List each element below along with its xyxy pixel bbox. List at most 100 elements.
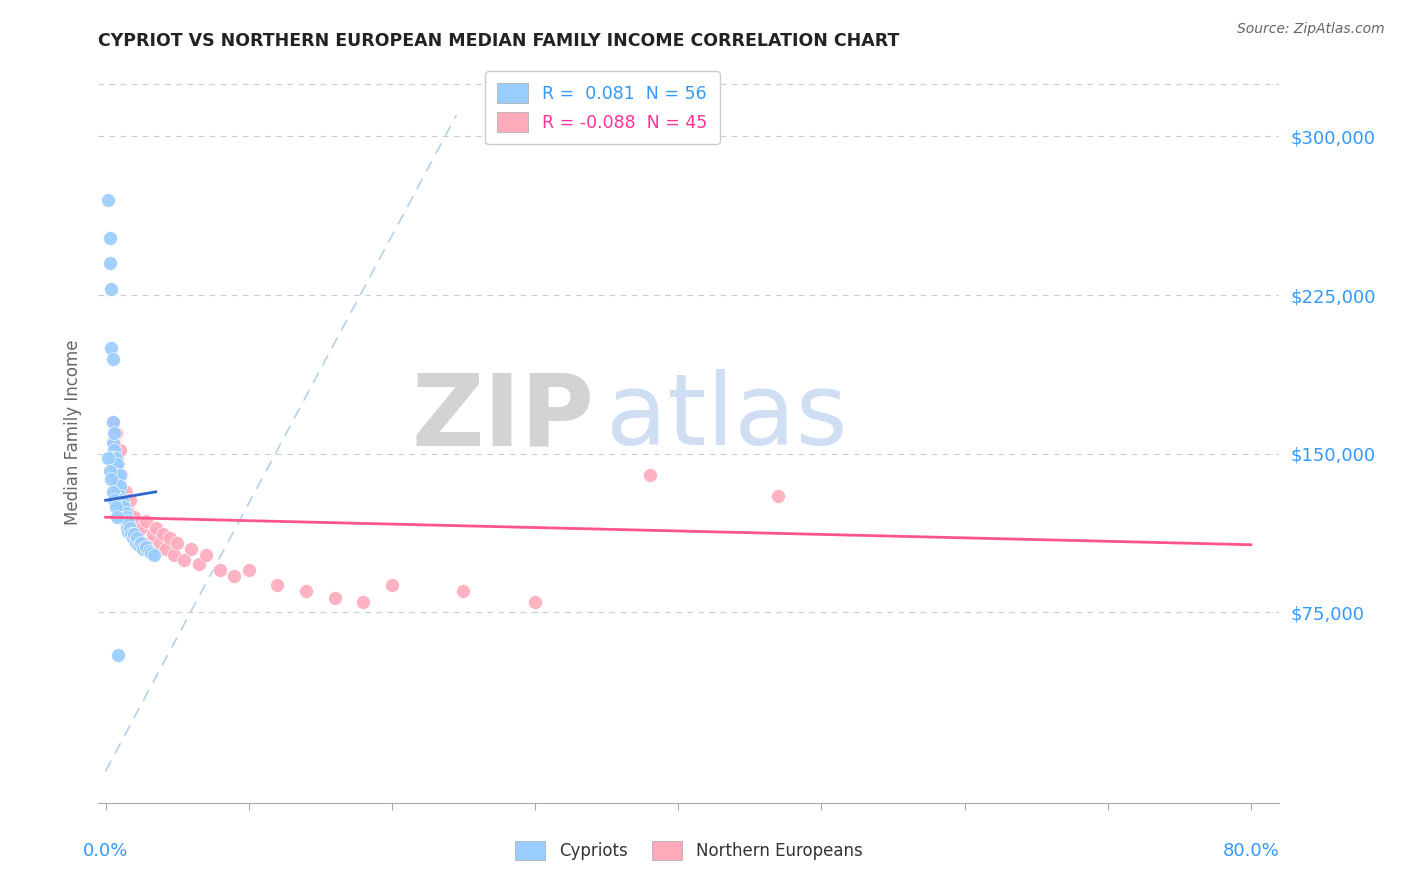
Point — [118, 521, 141, 535]
Point — [143, 549, 166, 563]
Point — [107, 648, 129, 662]
Point — [120, 515, 142, 529]
Text: atlas: atlas — [606, 369, 848, 467]
Point — [266, 578, 288, 592]
Point — [121, 521, 143, 535]
Point — [117, 506, 139, 520]
Text: CYPRIOT VS NORTHERN EUROPEAN MEDIAN FAMILY INCOME CORRELATION CHART: CYPRIOT VS NORTHERN EUROPEAN MEDIAN FAMI… — [98, 32, 900, 50]
Point — [115, 521, 138, 535]
Point — [110, 493, 132, 508]
Y-axis label: Median Family Income: Median Family Income — [65, 340, 83, 525]
Point — [128, 538, 150, 552]
Point — [112, 493, 135, 508]
Point — [112, 510, 135, 524]
Point — [114, 506, 136, 520]
Point — [121, 532, 143, 546]
Point — [131, 535, 153, 549]
Point — [122, 510, 145, 524]
Point — [101, 351, 124, 366]
Point — [101, 436, 124, 450]
Point — [108, 489, 131, 503]
Point — [100, 472, 122, 486]
Point — [104, 500, 127, 514]
Point — [453, 584, 475, 599]
Text: Source: ZipAtlas.com: Source: ZipAtlas.com — [1237, 22, 1385, 37]
Point — [209, 563, 232, 577]
Point — [117, 524, 139, 539]
Point — [103, 436, 125, 450]
Point — [323, 591, 346, 605]
Point — [352, 595, 374, 609]
Point — [524, 595, 547, 609]
Point — [122, 527, 145, 541]
Point — [142, 527, 165, 541]
Point — [125, 532, 148, 546]
Point — [187, 557, 209, 571]
Point — [108, 442, 131, 457]
Point — [118, 493, 141, 508]
Point — [132, 541, 155, 556]
Legend: Cypriots, Northern Europeans: Cypriots, Northern Europeans — [508, 832, 870, 869]
Point — [112, 500, 135, 514]
Point — [114, 484, 136, 499]
Point — [104, 461, 127, 475]
Point — [108, 472, 131, 486]
Point — [105, 478, 128, 492]
Point — [124, 535, 146, 549]
Point — [107, 458, 129, 472]
Point — [98, 464, 121, 478]
Point — [98, 231, 121, 245]
Point — [238, 563, 260, 577]
Point — [131, 521, 153, 535]
Point — [115, 500, 138, 514]
Point — [138, 544, 160, 558]
Point — [103, 493, 125, 508]
Point — [111, 489, 134, 503]
Point — [101, 415, 124, 429]
Point — [107, 472, 129, 486]
Point — [135, 515, 157, 529]
Point — [97, 450, 120, 465]
Point — [108, 467, 131, 482]
Point — [105, 510, 128, 524]
Point — [105, 458, 128, 472]
Point — [104, 450, 127, 465]
Point — [105, 467, 128, 482]
Point — [111, 495, 134, 509]
Point — [117, 515, 139, 529]
Point — [194, 549, 217, 563]
Text: 0.0%: 0.0% — [83, 842, 128, 860]
Point — [115, 510, 138, 524]
Point — [155, 541, 177, 556]
Point — [110, 467, 132, 482]
Point — [135, 540, 157, 554]
Point — [114, 515, 136, 529]
Point — [105, 450, 128, 465]
Point — [120, 527, 142, 541]
Point — [180, 541, 202, 556]
Point — [103, 442, 125, 457]
Point — [138, 535, 160, 549]
Point — [141, 546, 163, 560]
Text: ZIP: ZIP — [412, 369, 595, 467]
Point — [107, 493, 129, 508]
Point — [159, 532, 181, 546]
Point — [638, 467, 661, 482]
Point — [103, 450, 125, 465]
Point — [173, 552, 195, 566]
Point — [103, 425, 125, 440]
Point — [100, 282, 122, 296]
Point — [101, 415, 124, 429]
Point — [101, 484, 124, 499]
Point — [104, 472, 127, 486]
Point — [381, 578, 404, 592]
Point — [125, 527, 148, 541]
Point — [145, 521, 167, 535]
Point — [100, 341, 122, 355]
Point — [295, 584, 318, 599]
Point — [149, 535, 172, 549]
Point — [98, 256, 121, 270]
Point — [152, 527, 174, 541]
Point — [163, 549, 186, 563]
Point — [107, 484, 129, 499]
